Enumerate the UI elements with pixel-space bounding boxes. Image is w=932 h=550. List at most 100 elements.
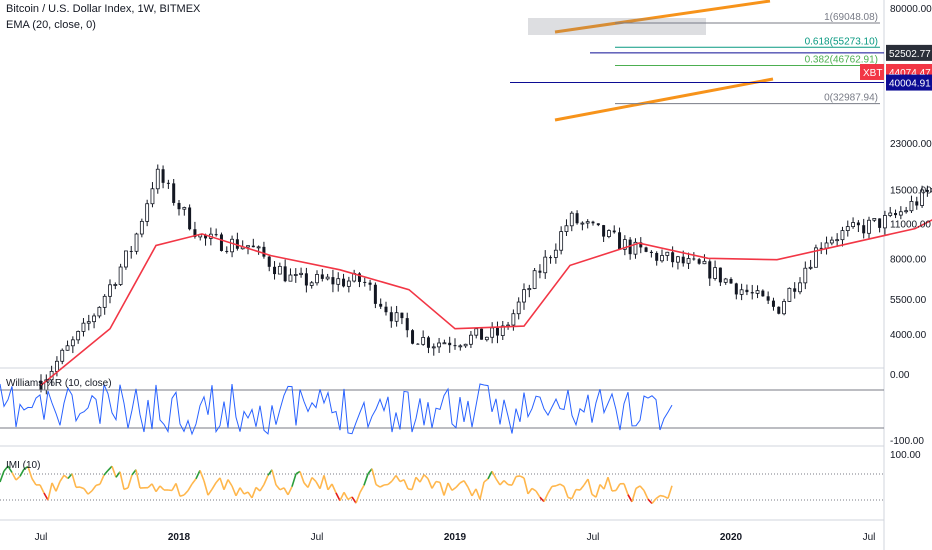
imi-segment [119,471,125,490]
candle-body [331,277,335,285]
candle-body [108,284,112,297]
imi-segment [215,477,221,484]
imi-segment [363,473,369,486]
imi-segment [643,490,649,500]
imi-segment [327,483,333,491]
imi-segment [11,472,17,481]
imi-segment [579,484,585,491]
candle-body [808,266,813,269]
candle-body [591,221,595,224]
candle-body [925,189,929,192]
imi-segment [207,488,213,496]
price-tag-text: 40004.91 [889,79,931,90]
candle-body [161,169,165,183]
candle-body [346,280,351,287]
imi-segment [311,476,317,483]
imi-segment [211,482,217,490]
grid [0,0,885,550]
candle-body [145,203,150,222]
imi-segment [331,483,337,494]
imi-segment [511,476,517,486]
imi-segment [447,482,453,491]
imi-segment [127,474,133,489]
candle-body [543,256,548,274]
price-tick-label: 80000.00 [890,4,932,15]
imi-segment [179,494,185,498]
imi-segment [635,485,641,490]
willr-line [0,382,673,436]
imi-segment [375,483,381,488]
imi-segment [503,480,509,486]
candle-body [188,207,192,230]
candle-body [256,246,261,249]
candle-body [177,202,181,210]
imi-segment [415,476,421,483]
imi-segment [467,486,473,497]
candle-body [134,233,139,252]
candle-body [320,274,324,279]
candle-body [755,290,760,294]
imi-segment [283,487,289,496]
imi-segment [667,485,673,499]
candle-body [607,230,611,237]
candle-body [824,242,829,249]
imi-segment [307,477,313,488]
imi-segment [611,489,617,492]
candle-body [527,288,532,291]
imi-segment [287,486,293,496]
candle-body [325,276,330,280]
imi-segment [599,483,605,490]
candle-body [70,339,75,347]
candle-body [235,239,239,249]
candle-body [421,337,426,345]
imi-segment [355,492,361,504]
candle-body [225,250,229,252]
imi-segment [339,491,345,502]
candle-body [426,337,430,348]
imi-segment [175,483,181,497]
imi-segment [615,483,621,491]
imi-segment [655,494,661,500]
candle-body [585,221,590,224]
candle-body [676,256,680,263]
candle-body [777,306,781,314]
candle-body [915,201,919,206]
candle-body [76,331,81,341]
candle-body [734,283,738,295]
willr-tick-label: -100.00 [890,436,924,447]
imi-segment [155,485,161,493]
candle-body [251,245,255,248]
candle-body [803,267,808,284]
candle-body [920,189,924,206]
imi-segment [515,475,521,478]
imi-segment [275,484,281,491]
imi-segment [343,491,349,500]
candle-body [639,242,643,248]
imi-segment [411,477,417,490]
imi-segment [0,470,5,483]
imi-segment [171,483,177,491]
imi-segment [379,484,385,488]
candle-body [718,267,722,283]
candle-body [798,282,802,293]
imi-segment [247,491,253,499]
candle-body [872,218,877,221]
price-tick-label: 8000.00 [890,254,927,265]
imi-segment [15,475,21,481]
candle-body [898,211,903,216]
candle-body [559,231,564,251]
imi-segment [55,481,61,492]
imi-segment [395,474,401,483]
imi-segment [407,488,413,491]
candle-body [230,238,234,253]
imi-segment [359,484,365,493]
imi-segment [203,480,209,496]
imi-segment [303,482,309,489]
time-tick-label: 2019 [444,532,467,543]
imi-segment [19,468,25,477]
candle-body [405,318,409,331]
fib-level-label: 0.382(46762.91) [805,55,878,66]
imi-segment [631,488,637,503]
candle-body [702,260,707,265]
